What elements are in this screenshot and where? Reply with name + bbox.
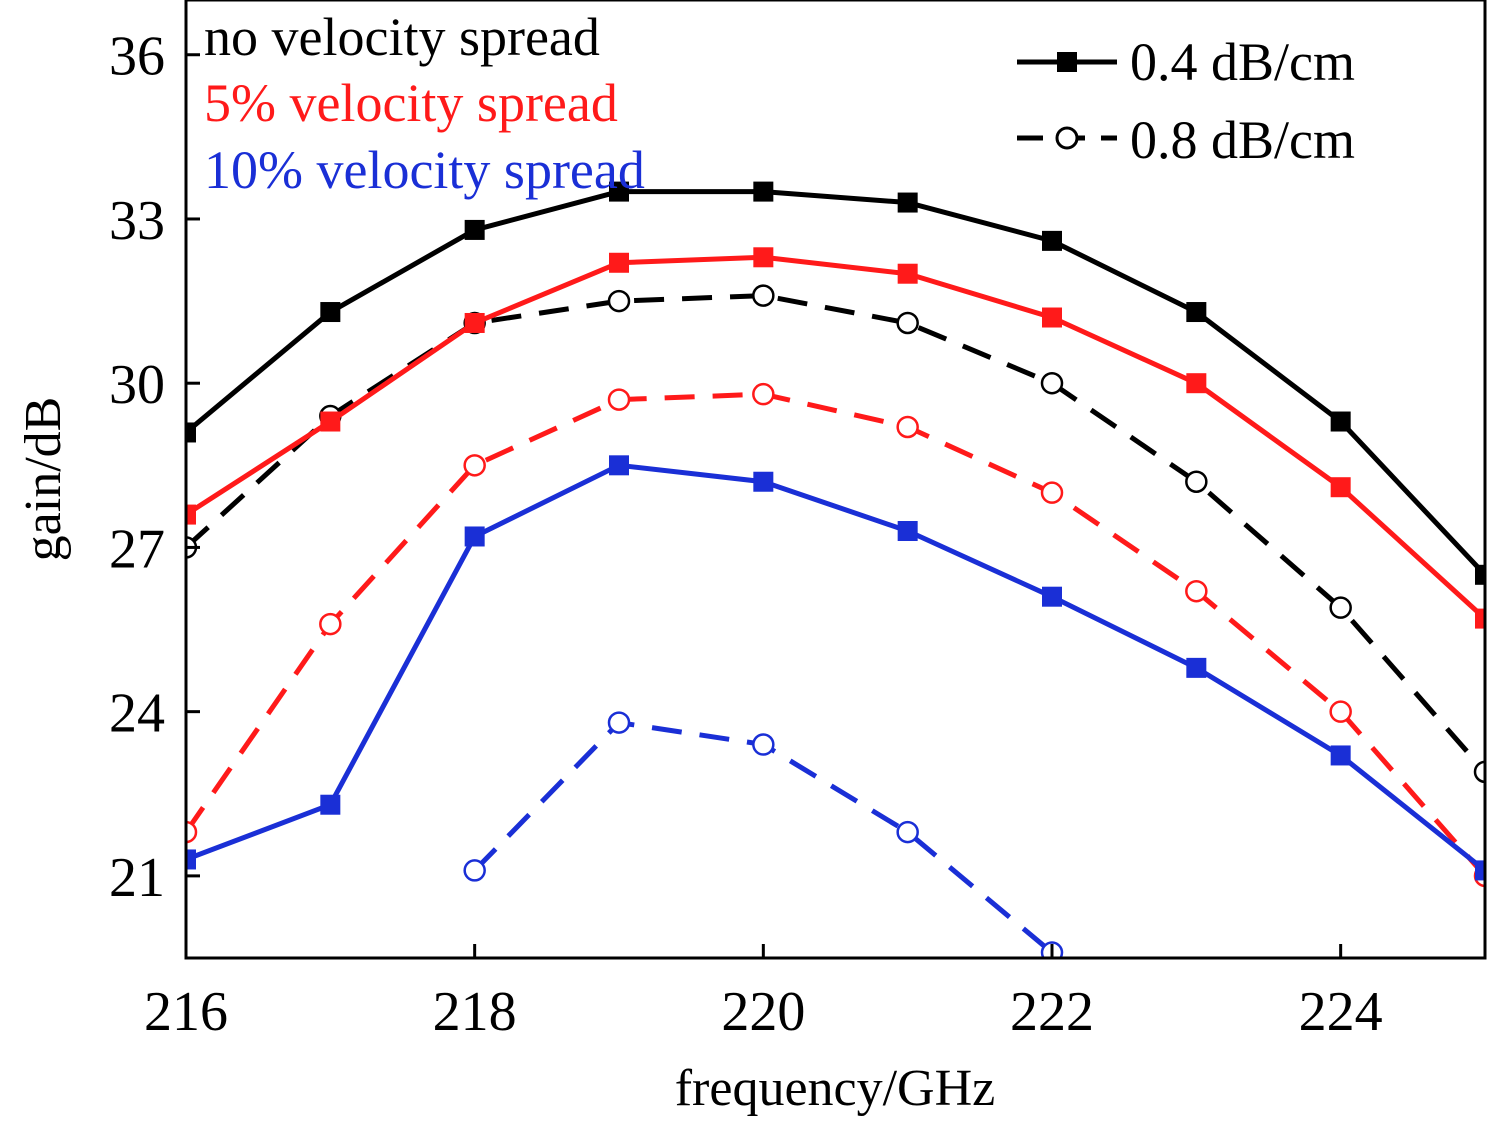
data-point-circle [1040, 481, 1064, 504]
y-tick-label: 30 [109, 354, 165, 416]
data-point-square [1475, 608, 1485, 629]
series-layer [186, 181, 1485, 958]
x-axis-title: frequency/GHz [675, 1060, 996, 1117]
data-point-square [1186, 302, 1207, 323]
series-line-3 [186, 391, 1485, 878]
legend-marker-circle [1055, 126, 1079, 150]
data-point-square [1475, 860, 1485, 881]
data-point-circle [896, 311, 919, 335]
y-tick-label: 27 [109, 518, 165, 580]
data-point-circle [463, 859, 486, 882]
data-point-circle [607, 289, 631, 313]
data-point-square [753, 247, 774, 268]
data-point-square [753, 181, 774, 202]
x-axis: 216 218 220 222 224 [144, 944, 1383, 1043]
x-tick-label: 222 [1010, 981, 1094, 1043]
data-point-circle [896, 415, 919, 439]
data-point-square [897, 192, 918, 213]
data-point-circle [752, 733, 775, 756]
data-point-circle [1329, 700, 1352, 723]
data-point-square [609, 455, 629, 476]
data-point-square [609, 252, 629, 273]
data-point-square [609, 181, 629, 202]
data-point-square [1042, 586, 1062, 607]
data-point-square [186, 849, 196, 870]
data-point-circle [607, 711, 631, 734]
data-point-circle [1040, 371, 1064, 395]
y-tick-label: 33 [109, 190, 165, 252]
series-line-5 [472, 720, 1054, 955]
legend-marker-square [1057, 52, 1077, 72]
x-tick-label: 216 [144, 981, 228, 1043]
y-axis: 21 24 27 30 33 36 [109, 26, 200, 909]
legend-label-0-4: 0.4 dB/cm [1130, 32, 1355, 92]
series-line-2 [186, 254, 1485, 621]
data-point-square [753, 471, 774, 492]
y-tick-label: 36 [109, 26, 165, 88]
data-point-circle [752, 382, 775, 406]
plot-frame [184, 0, 1487, 960]
series-line-1 [186, 293, 1485, 774]
data-point-square [1330, 477, 1351, 498]
series-line-0 [186, 189, 1485, 577]
data-point-square [464, 312, 485, 333]
data-point-square [186, 422, 196, 443]
x-tick-label: 220 [721, 981, 805, 1043]
y-tick-label: 21 [109, 847, 165, 909]
annotation-5pct-velocity-spread: 5% velocity spread [204, 73, 618, 133]
data-point-square [320, 411, 341, 432]
data-point-circle [752, 284, 775, 307]
x-tick-label: 224 [1299, 981, 1383, 1043]
data-point-circle [1185, 470, 1208, 493]
data-point-square [1042, 230, 1062, 251]
y-tick-label: 24 [109, 683, 165, 745]
series-line-4 [186, 462, 1485, 873]
x-tick-label: 218 [433, 981, 517, 1043]
data-point-square [897, 263, 918, 284]
data-point-square [320, 302, 341, 323]
data-point-square [1042, 307, 1062, 328]
data-point-circle [463, 454, 486, 477]
legend-label-0-8: 0.8 dB/cm [1130, 110, 1355, 170]
data-point-square [897, 521, 918, 542]
data-point-square [1330, 745, 1351, 766]
data-point-circle [896, 820, 919, 844]
data-point-circle [1185, 579, 1208, 603]
data-point-circle [186, 820, 198, 844]
data-point-circle [1473, 760, 1485, 784]
data-point-square [1475, 564, 1485, 585]
data-point-square [1186, 373, 1207, 394]
annotation-10pct-velocity-spread: 10% velocity spread [204, 140, 645, 200]
data-point-circle [1329, 596, 1352, 619]
data-point-square [1330, 411, 1351, 432]
data-point-square [464, 219, 485, 240]
y-axis-title: gain/dB [15, 397, 72, 562]
data-point-circle [319, 612, 342, 636]
data-point-square [1186, 657, 1207, 678]
data-point-circle [607, 388, 631, 411]
legend: 0.4 dB/cm 0.8 dB/cm [1017, 32, 1355, 170]
data-point-square [320, 794, 341, 815]
data-point-square [464, 526, 485, 547]
data-point-square [186, 504, 196, 525]
annotation-no-velocity-spread: no velocity spread [204, 7, 600, 67]
